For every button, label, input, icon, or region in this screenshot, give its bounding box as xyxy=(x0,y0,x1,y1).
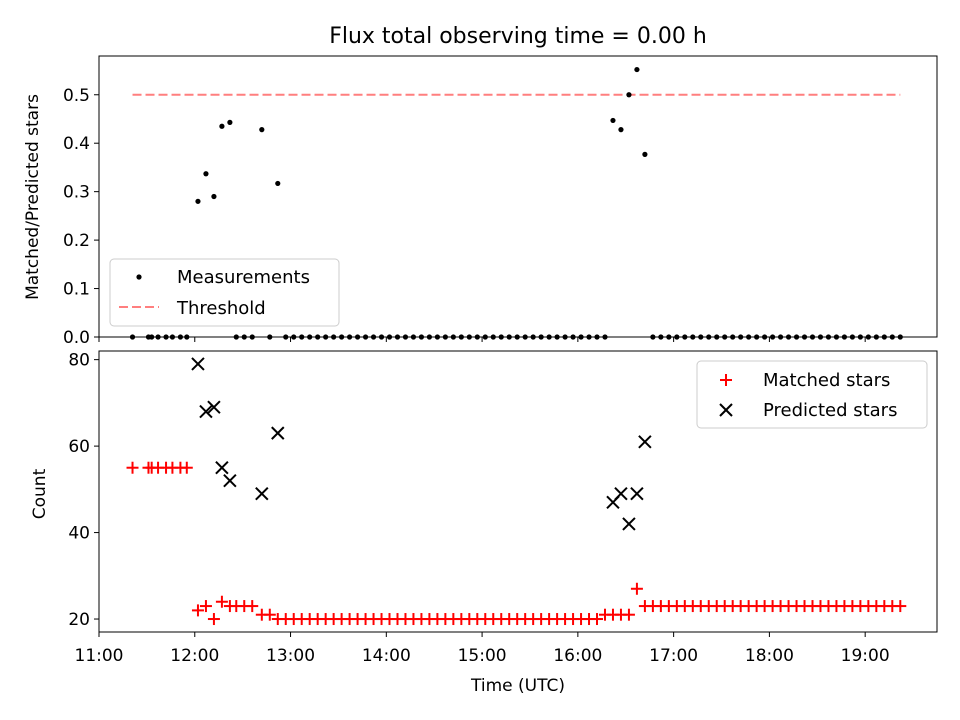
predicted-star-point xyxy=(199,404,213,419)
bottom-legend: Matched stars Predicted stars xyxy=(696,360,928,429)
matched-star-point xyxy=(199,600,212,613)
bottom-x-ticks: 11:00 12:00 13:00 14:00 15:00 16:00 17:00 18:00… xyxy=(75,632,890,666)
bottom-plot-area xyxy=(126,357,907,626)
matched-star-point xyxy=(191,604,204,617)
bottom-y-tick-label: 20 xyxy=(68,610,90,630)
measurement-point xyxy=(626,92,632,98)
top-y-ticks: 0.0 0.1 0.2 0.3 0.4 0.5 xyxy=(63,86,99,348)
x-tick-label: 18:00 xyxy=(745,646,794,666)
measurement-point xyxy=(610,117,616,124)
matched-star-point xyxy=(591,613,604,626)
top-y-tick-label: 0.2 xyxy=(63,231,90,251)
legend-matched-label: Matched stars xyxy=(763,370,890,391)
top-panel: Flux total observing time = 0.00 h 0.00.… xyxy=(23,24,938,348)
bottom-y-ticks: 20 40 60 80 xyxy=(68,351,99,630)
matched-star-point xyxy=(215,595,228,608)
matched-star-point xyxy=(622,608,635,621)
x-tick-label: 13:00 xyxy=(266,646,315,666)
bottom-legend-frame xyxy=(696,360,928,429)
matched-star-point xyxy=(207,613,220,626)
measurement-point xyxy=(634,66,640,73)
legend-predicted-marker xyxy=(719,403,733,417)
predicted-star-point xyxy=(638,435,652,449)
x-tick-label: 15:00 xyxy=(458,646,507,666)
bottom-y-tick-label: 80 xyxy=(68,351,90,371)
top-axes-frame xyxy=(98,55,938,338)
x-tick-label: 14:00 xyxy=(362,646,411,666)
matched-star-point xyxy=(630,582,643,595)
matched-star-point xyxy=(263,608,276,621)
top-x-ticks xyxy=(98,337,866,342)
top-legend: Measurements Threshold xyxy=(109,258,340,327)
x-tick-label: 11:00 xyxy=(75,646,124,666)
predicted-star-point xyxy=(207,400,221,414)
predicted-star-point xyxy=(215,461,229,475)
x-axis-label: Time (UTC) xyxy=(470,676,565,696)
legend-threshold-label: Threshold xyxy=(176,298,266,319)
legend-predicted-label: Predicted stars xyxy=(763,400,897,421)
bottom-y-tick-label: 40 xyxy=(68,524,90,544)
top-y-tick-label: 0.5 xyxy=(63,86,90,106)
matched-star-point xyxy=(894,600,907,613)
measurement-point xyxy=(219,123,225,129)
measurement-point xyxy=(227,119,233,125)
top-y-tick-label: 0.4 xyxy=(63,134,90,154)
measurement-point xyxy=(259,127,265,133)
top-legend-frame xyxy=(109,258,340,327)
measurement-point xyxy=(203,171,209,177)
predicted-star-point xyxy=(255,486,269,501)
predicted-star-point xyxy=(271,426,285,440)
measurement-point xyxy=(195,198,201,204)
chart-title: Flux total observing time = 0.00 h xyxy=(329,24,707,49)
x-tick-label: 17:00 xyxy=(649,646,698,666)
top-y-axis-label: Matched/Predicted stars xyxy=(23,94,43,300)
measurement-point xyxy=(642,151,648,157)
matched-star-point xyxy=(180,461,193,474)
measurement-point xyxy=(211,193,217,200)
top-y-tick-label: 0.0 xyxy=(63,328,90,348)
bottom-y-axis-label: Count xyxy=(30,468,50,519)
measurement-point xyxy=(618,127,624,133)
predicted-star-point xyxy=(614,486,628,501)
legend-measurements-label: Measurements xyxy=(177,267,310,288)
legend-matched-marker xyxy=(720,374,732,386)
matched-star-point xyxy=(246,600,259,613)
x-tick-label: 19:00 xyxy=(841,646,890,666)
bottom-y-tick-label: 60 xyxy=(68,437,90,457)
predicted-star-point xyxy=(622,517,636,531)
legend-measurements-marker xyxy=(136,274,142,280)
top-y-tick-label: 0.3 xyxy=(63,183,90,203)
predicted-star-point xyxy=(223,473,237,488)
predicted-star-point xyxy=(191,357,205,371)
predicted-star-point xyxy=(630,486,644,501)
measurement-point xyxy=(275,180,281,187)
bottom-axes-frame xyxy=(98,350,938,633)
x-tick-label: 16:00 xyxy=(553,646,602,666)
matched-star-point xyxy=(126,461,139,474)
x-tick-label: 12:00 xyxy=(170,646,219,666)
top-y-tick-label: 0.1 xyxy=(63,280,90,300)
